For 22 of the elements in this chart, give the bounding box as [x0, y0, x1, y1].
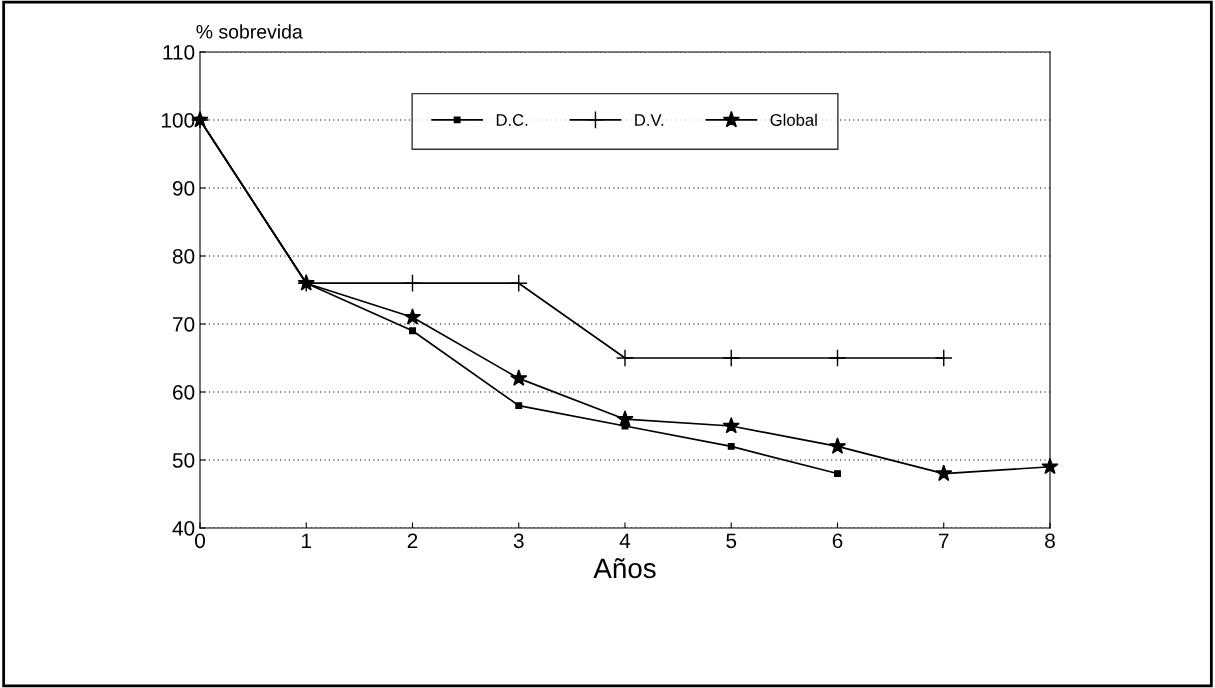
y-tick-label: 70 [173, 317, 195, 332]
x-tick-label: 6 [832, 533, 843, 549]
x-tick-label: 2 [407, 533, 418, 548]
x-tick-label: 5 [726, 533, 737, 549]
x-tick-label: 0 [195, 533, 205, 549]
y-tick-label: 40 [172, 521, 195, 536]
y-axis-title: % sobrevida [196, 24, 303, 39]
y-tick-label: 60 [173, 385, 195, 400]
y-tick-label: 50 [172, 453, 195, 468]
x-tick-label: 4 [619, 533, 631, 548]
x-tick-label: 1 [302, 533, 312, 548]
legend-label: Global [770, 113, 817, 126]
y-tick-label: 80 [172, 249, 195, 264]
legend-label: D.C. [496, 114, 528, 126]
x-tick-label: 8 [1045, 533, 1055, 549]
y-tick-label: 90 [172, 181, 195, 196]
x-tick-label: 3 [513, 533, 524, 549]
x-tick-label: 7 [939, 533, 949, 548]
y-tick-label: 100 [161, 113, 195, 128]
x-axis-title: Años [593, 558, 656, 579]
y-tick-label: 110 [163, 45, 195, 60]
legend-label: D.V. [635, 114, 664, 126]
